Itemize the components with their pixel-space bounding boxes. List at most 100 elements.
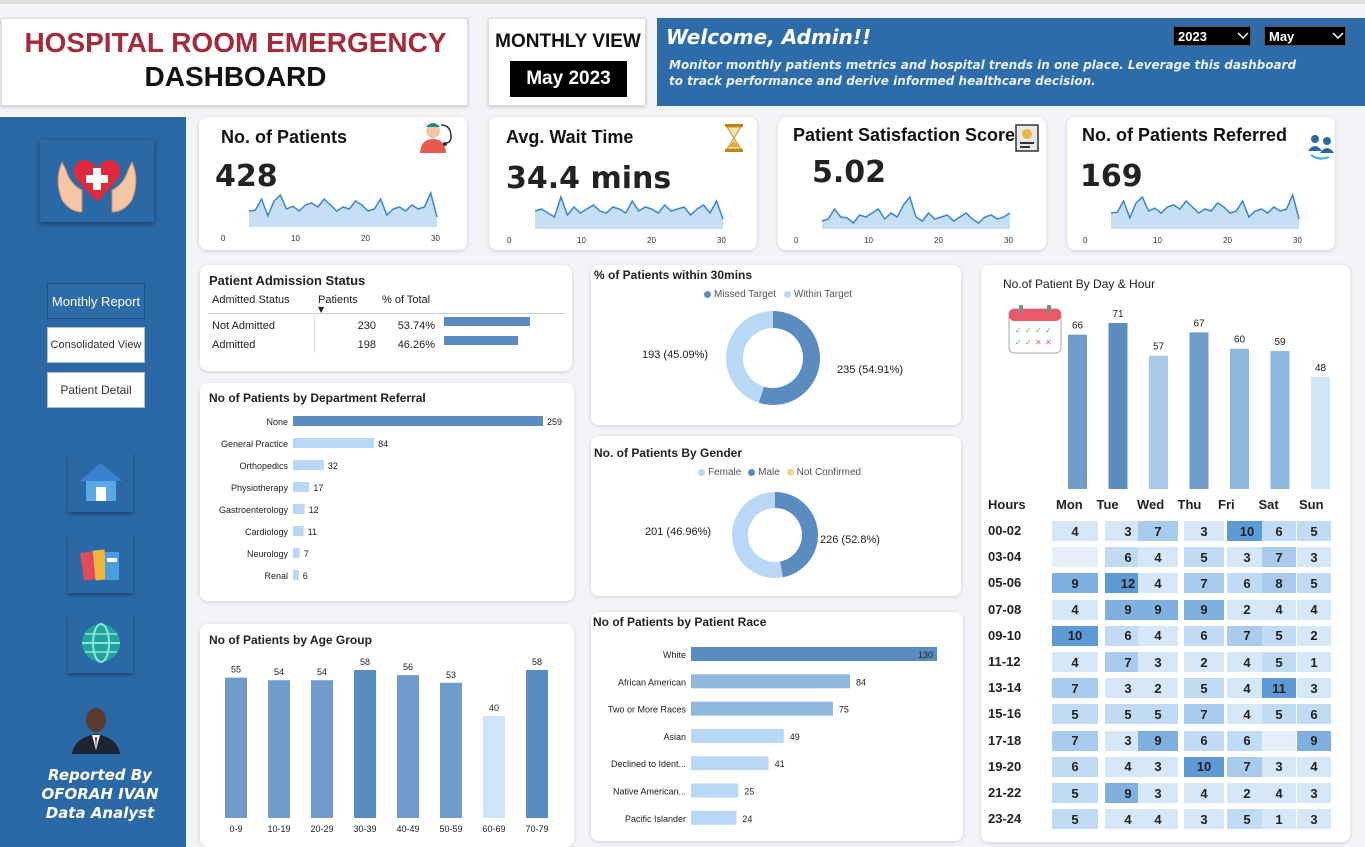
nav-monthly-report[interactable]: Monthly Report bbox=[47, 283, 145, 319]
department-referral-card: No of Patients by Department Referral No… bbox=[200, 383, 574, 601]
kpi-title: Patient Satisfaction Score bbox=[793, 125, 1016, 145]
heatmap-cell: 7 bbox=[1184, 573, 1224, 594]
bar-value-label: 71 bbox=[1112, 309, 1124, 320]
chevron-down-icon bbox=[1237, 32, 1249, 40]
bar-value-label: 41 bbox=[775, 759, 785, 769]
heatmap-cell: 5 bbox=[1262, 625, 1296, 646]
donut-slice bbox=[726, 311, 773, 403]
hourglass-icon bbox=[725, 124, 743, 152]
bar-value-label: 48 bbox=[1315, 363, 1327, 374]
heatmap-cell: 4 bbox=[1052, 599, 1098, 620]
dashboard-title-line1: HOSPITAL ROOM EMERGENCY bbox=[24, 27, 447, 58]
bar-category-label: 30-39 bbox=[353, 824, 376, 834]
bar-value-label: 84 bbox=[378, 439, 388, 449]
heatmap-cell: 4 bbox=[1138, 625, 1178, 646]
bar-value-label: 60 bbox=[1234, 335, 1246, 346]
bar bbox=[691, 810, 737, 825]
sparkline-line bbox=[534, 194, 724, 220]
heatmap-cell: 3 bbox=[1138, 756, 1178, 777]
heatmap-cell: 3 bbox=[1184, 521, 1224, 541]
sparkline-tick: 0 bbox=[1083, 236, 1088, 245]
heatmap-cell: 9 bbox=[1052, 573, 1098, 594]
bar bbox=[397, 675, 419, 818]
heatmap-cell: 9 bbox=[1138, 730, 1178, 751]
sparkline-tick: 30 bbox=[431, 234, 440, 243]
heatmap-cell: 8 bbox=[1262, 573, 1296, 594]
row-patients: 198 bbox=[357, 339, 376, 351]
reporter-line-2: OFORAH IVAN bbox=[41, 785, 159, 803]
chevron-down-icon bbox=[1332, 32, 1344, 40]
bar bbox=[1270, 351, 1290, 489]
heatmap-cell: 4 bbox=[1262, 599, 1296, 620]
bar-value-label: 49 bbox=[790, 732, 800, 742]
bar-category-label: General Practice bbox=[221, 439, 288, 449]
row-patients: 230 bbox=[357, 320, 376, 332]
heatmap-cell: 7 bbox=[1052, 678, 1098, 699]
col-header-status[interactable]: Admitted Status bbox=[212, 294, 290, 306]
bar-category-label: Pacific Islander bbox=[625, 814, 686, 824]
report-icon bbox=[1015, 124, 1039, 152]
heatmap-cell bbox=[1262, 730, 1296, 751]
kpi-sparkline: 0 10 20 30 bbox=[507, 194, 726, 245]
svg-text:✓: ✓ bbox=[1035, 326, 1042, 335]
bar-category-label: Neurology bbox=[247, 549, 289, 559]
bar-category-label: Asian bbox=[663, 732, 686, 742]
heatmap-cell: 5 bbox=[1262, 652, 1296, 672]
day-label: Thu bbox=[1177, 497, 1202, 512]
heatmap-cell: 5 bbox=[1052, 704, 1098, 725]
globe-tile[interactable] bbox=[68, 613, 133, 673]
hour-label: 07-08 bbox=[988, 601, 1022, 617]
kpi-value: 34.4 mins bbox=[506, 161, 672, 196]
bar bbox=[483, 715, 505, 818]
bar bbox=[1230, 348, 1249, 489]
heatmap-cell: 4 bbox=[1138, 573, 1178, 594]
heatmap-cell: 3 bbox=[1138, 652, 1178, 672]
row-status: Admitted bbox=[212, 339, 256, 351]
heatmap-cell: 5 bbox=[1052, 809, 1098, 830]
heatmap-cell: 7 bbox=[1262, 547, 1296, 568]
bar-category-label: 50-59 bbox=[439, 824, 462, 834]
svg-text:✓: ✓ bbox=[1025, 338, 1032, 347]
kpi-sparkline: 0 10 20 30 bbox=[794, 195, 1013, 245]
nav-patient-detail[interactable]: Patient Detail bbox=[47, 372, 145, 408]
day-label: Sat bbox=[1258, 497, 1279, 512]
books-tile[interactable] bbox=[68, 533, 133, 593]
nav-consolidated-view[interactable]: Consolidated View bbox=[47, 327, 145, 363]
sparkline-tick: 30 bbox=[1293, 236, 1302, 245]
heatmap-cell: 2 bbox=[1227, 783, 1267, 803]
bar bbox=[293, 416, 543, 426]
home-tile[interactable] bbox=[68, 452, 133, 512]
heatmap-cell: 7 bbox=[1052, 730, 1098, 751]
year-select[interactable]: 2023 bbox=[1173, 26, 1251, 46]
age-group-chart: 55 0-9 54 10-19 54 20-29 58 30-39 56 40-49 53 50-59… bbox=[225, 657, 549, 834]
hour-label: 21-22 bbox=[988, 785, 1022, 800]
bar-value-label: 25 bbox=[744, 787, 754, 797]
bar bbox=[691, 728, 784, 743]
month-select[interactable]: May bbox=[1264, 26, 1346, 46]
row-status: Not Admitted bbox=[212, 320, 275, 332]
reporter-line-1: Reported By bbox=[48, 766, 152, 784]
bar-value-label: 67 bbox=[1193, 318, 1205, 329]
bar-value-label: 12 bbox=[309, 505, 319, 515]
legend-dot bbox=[786, 468, 794, 476]
heatmap-cell: 2 bbox=[1184, 652, 1224, 672]
department-referral-chart: None 259 General Practice 84 Orthopedics 32 Ph… bbox=[219, 416, 562, 581]
hour-label: 23-24 bbox=[988, 811, 1022, 827]
kpi-value: 5.02 bbox=[812, 155, 887, 190]
bar-value-label: 6 bbox=[303, 571, 308, 581]
within30-card: % of Patients within 30mins Missed Targe… bbox=[591, 265, 961, 425]
calendar-icon: ✓ ✓ ✓ ✓✓ ✓ ✕ ✕ bbox=[1008, 305, 1062, 354]
bar-value-label: 259 bbox=[547, 417, 562, 427]
kpi-value: 428 bbox=[215, 159, 278, 194]
home-icon bbox=[79, 463, 122, 501]
col-header-patients[interactable]: Patients bbox=[318, 294, 358, 306]
heatmap-cell: 2 bbox=[1138, 678, 1178, 699]
heatmap-cell: 3 bbox=[1138, 783, 1178, 803]
sparkline-area bbox=[535, 197, 723, 229]
heatmap-cell: 3 bbox=[1297, 547, 1331, 568]
col-header-pct[interactable]: % of Total bbox=[382, 294, 431, 306]
heatmap-cell: 4 bbox=[1227, 678, 1267, 699]
sparkline-tick: 30 bbox=[1004, 236, 1013, 245]
heatmap-cell: 5 bbox=[1297, 573, 1331, 594]
bar bbox=[1311, 376, 1330, 489]
